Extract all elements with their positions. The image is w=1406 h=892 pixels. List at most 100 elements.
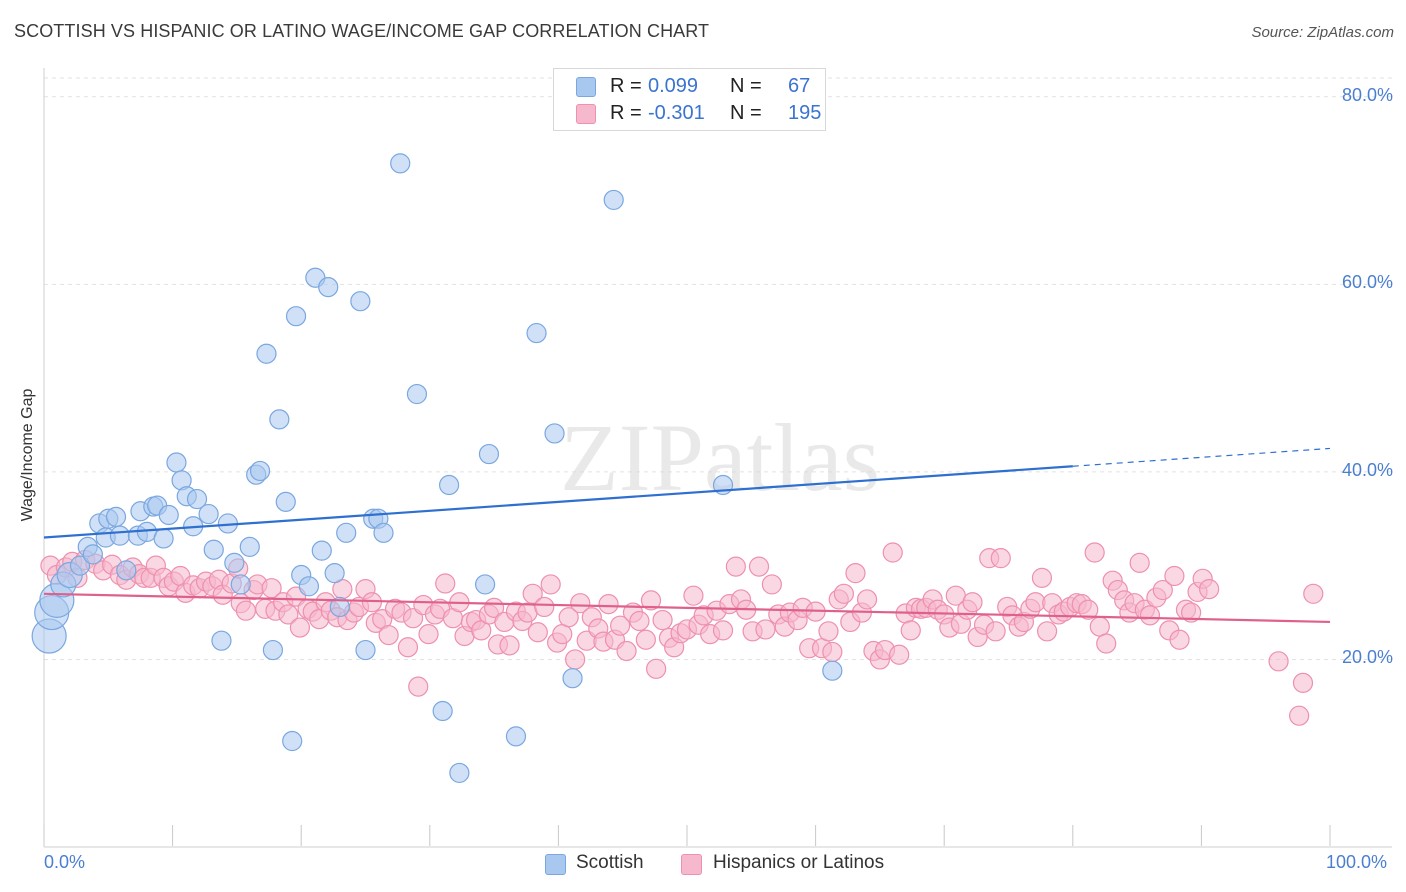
scottish-point: [373, 522, 394, 543]
hispanics-point: [517, 602, 538, 623]
hispanics-point: [1169, 629, 1190, 650]
scottish-point: [256, 343, 277, 364]
chart-title: SCOTTISH VS HISPANIC OR LATINO WAGE/INCO…: [14, 21, 710, 41]
hispanics-point: [408, 676, 429, 697]
scottish-point: [311, 540, 332, 561]
y-tick-label: 80.0%: [1341, 84, 1393, 105]
stats-legend: R = 0.099 N = 67 R = -0.301 N = 195: [553, 68, 826, 131]
hispanics-point: [527, 622, 548, 643]
legend-r-value-scottish: 0.099: [648, 75, 699, 97]
hispanics-point: [856, 589, 878, 610]
hispanics-point: [822, 641, 843, 663]
hispanics-point: [1096, 633, 1117, 654]
series-hispanics-points: [40, 542, 1324, 726]
scottish-point: [109, 525, 130, 546]
x-tick-min: 0.0%: [44, 852, 86, 872]
hispanics-point: [1292, 672, 1314, 693]
hispanics-point: [278, 604, 299, 625]
scottish-point: [474, 574, 496, 595]
hispanics-point: [1164, 565, 1185, 587]
hispanics-point: [1031, 567, 1053, 588]
hispanics-point: [522, 583, 543, 604]
legend-swatch-hispanics: [576, 104, 596, 124]
legend-n-label: N =: [730, 102, 762, 124]
scottish-point: [505, 726, 527, 747]
scottish-point: [69, 555, 91, 576]
scottish-point: [406, 383, 428, 405]
hispanics-point: [1129, 552, 1150, 573]
hispanics-point: [397, 637, 419, 658]
hispanics-point: [435, 573, 456, 594]
hispanics-point: [378, 624, 399, 646]
hispanics-point: [1303, 583, 1324, 604]
scottish-point: [224, 552, 245, 573]
scottish-point: [82, 544, 103, 565]
hispanics-point: [361, 592, 383, 613]
hispanics-point: [985, 621, 1006, 642]
hispanics-point: [610, 615, 631, 636]
hispanics-point: [712, 620, 734, 641]
scottish-point: [186, 488, 208, 510]
hispanics-point: [962, 592, 983, 613]
scottish-point: [449, 762, 470, 784]
hispanics-point: [640, 590, 662, 611]
trend-line-hispanics: [43, 592, 1331, 624]
scottish-point: [282, 730, 303, 752]
hispanics-point: [1025, 592, 1046, 613]
hispanics-point: [882, 542, 903, 563]
legend-n-label: N =: [730, 75, 762, 97]
y-tick-label: 20.0%: [1341, 647, 1393, 668]
legend-swatch-scottish: [545, 854, 566, 875]
hispanics-point: [833, 583, 854, 604]
scottish-point: [438, 474, 460, 496]
scottish-point: [158, 504, 179, 526]
scottish-point: [269, 409, 290, 430]
scottish-point: [336, 522, 357, 543]
y-tick-label: 40.0%: [1341, 459, 1393, 480]
hispanics-point: [1078, 599, 1099, 620]
scottish-point: [198, 503, 219, 525]
legend-swatch-scottish: [576, 77, 596, 97]
hispanics-point: [755, 619, 776, 640]
hispanics-point: [540, 574, 561, 595]
scottish-point: [275, 491, 296, 512]
legend-r-value-hispanics: -0.301: [648, 102, 705, 124]
scottish-point: [350, 291, 371, 312]
scottish-point: [603, 189, 624, 211]
legend-n-value-scottish: 67: [788, 75, 811, 97]
hispanics-point: [1199, 579, 1220, 600]
trend-lines: [43, 447, 1331, 624]
hispanics-point: [418, 624, 439, 645]
hispanics-point: [845, 563, 866, 584]
scottish-point: [526, 322, 547, 344]
scottish-point: [203, 539, 224, 560]
hispanics-point: [534, 596, 555, 618]
hispanics-point: [570, 593, 591, 614]
hispanics-point: [990, 548, 1011, 569]
hispanics-point: [761, 574, 782, 595]
x-tick-max: 100.0%: [1326, 852, 1388, 872]
hispanics-point: [1036, 621, 1058, 642]
axes: [43, 68, 1392, 848]
scottish-point: [116, 560, 137, 581]
scottish-point: [318, 277, 339, 298]
hispanics-point: [818, 621, 839, 642]
hispanics-point: [261, 578, 282, 599]
scottish-point: [390, 153, 411, 174]
hispanics-point: [558, 607, 579, 628]
trend-line-scottish: [43, 465, 1073, 539]
hispanics-point: [1289, 705, 1310, 726]
watermark: ZIPatlas: [560, 404, 880, 511]
hispanics-point: [289, 617, 311, 638]
hispanics-point: [646, 658, 667, 679]
hispanics-point: [1089, 616, 1110, 637]
hispanics-point: [725, 556, 746, 577]
hispanics-point: [748, 556, 770, 577]
hispanics-point: [652, 609, 673, 631]
scottish-point: [478, 443, 500, 465]
legend-label-scottish: Scottish: [576, 852, 644, 873]
hispanics-point: [1268, 651, 1289, 672]
scottish-point: [105, 506, 127, 527]
hispanics-point: [616, 640, 637, 662]
